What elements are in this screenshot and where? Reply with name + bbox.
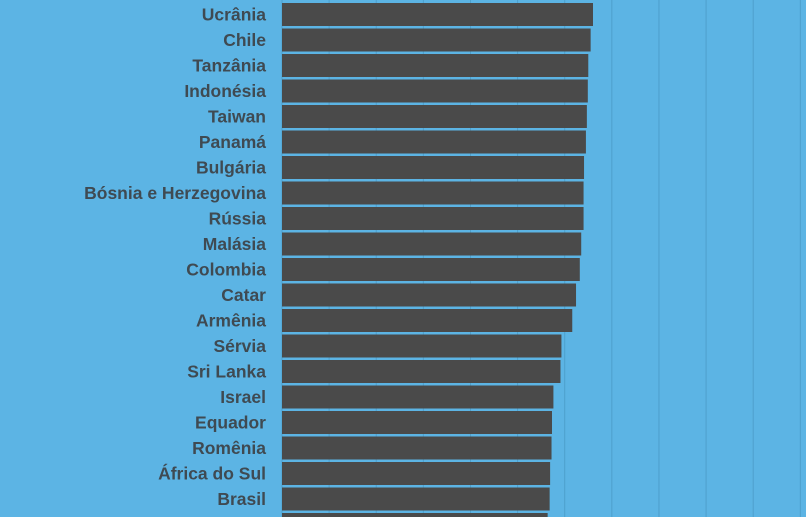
bar (282, 130, 586, 154)
category-label: Brasil (217, 489, 266, 509)
bar (282, 487, 550, 511)
category-label: Sri Lanka (187, 362, 266, 382)
bar (282, 207, 584, 230)
bar (282, 105, 587, 128)
bar (282, 462, 551, 485)
category-label: Bósnia e Herzegovina (84, 183, 266, 203)
bar (282, 3, 593, 26)
bar (282, 411, 552, 434)
bar (282, 334, 562, 358)
category-label: Indonésia (184, 81, 266, 101)
category-label: Taiwan (208, 107, 266, 127)
category-label: Chile (223, 30, 266, 50)
category-label: Tanzânia (192, 56, 266, 76)
bar (282, 28, 591, 52)
bar (282, 54, 589, 77)
bar (282, 232, 582, 256)
category-label: Sérvia (213, 336, 266, 356)
category-label: Israel (220, 387, 266, 407)
bar (282, 385, 554, 409)
bar (282, 156, 585, 179)
bars (282, 3, 593, 517)
category-labels: Ucrânia Chile Tanzânia Indonésia Taiwan Panam… (84, 5, 266, 510)
category-label: Bulgária (196, 158, 266, 178)
category-label: Armênia (196, 311, 266, 331)
category-label: Romênia (192, 438, 266, 458)
category-label: Colombia (186, 260, 266, 280)
bar (282, 436, 552, 460)
category-label: Panamá (199, 132, 266, 152)
category-label: Equador (195, 413, 266, 433)
bar-partial (282, 513, 548, 517)
bar (282, 181, 584, 205)
category-label: Ucrânia (202, 5, 266, 25)
bar (282, 360, 561, 383)
bar (282, 283, 577, 307)
bar (282, 309, 573, 332)
category-label: Rússia (209, 209, 267, 229)
category-label: Catar (221, 285, 266, 305)
bar (282, 258, 580, 281)
category-label: África do Sul (158, 463, 266, 484)
category-label: Malásia (203, 234, 266, 254)
bar (282, 79, 588, 103)
